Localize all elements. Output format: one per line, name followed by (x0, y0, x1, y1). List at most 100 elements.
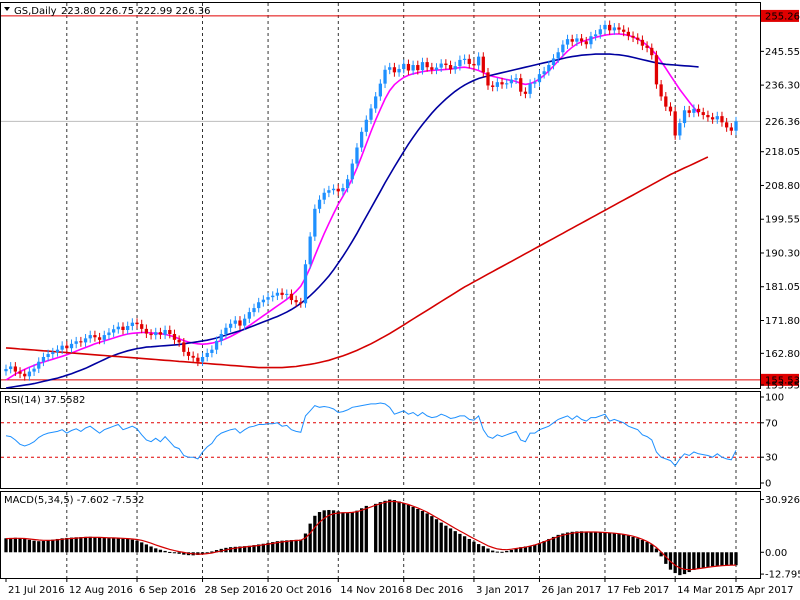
macd-bar (570, 531, 574, 553)
macd-bar (556, 534, 560, 553)
candle-body (425, 62, 429, 68)
candle-body (631, 35, 635, 38)
macd-bar (533, 544, 537, 553)
macd-bar (397, 501, 401, 553)
macd-bar (322, 510, 326, 553)
price-panel-frame (0, 2, 761, 389)
candle-body (285, 293, 289, 295)
macd-bar (547, 538, 551, 553)
macd-bar (608, 532, 612, 553)
candle-body (13, 366, 17, 372)
candle-body (97, 337, 102, 340)
candle-body (327, 190, 331, 193)
price-title-group[interactable]: GS,Daily 223.80 226.75 222.99 226.36 (4, 6, 211, 17)
macd-tick-label: 0.00 (765, 548, 787, 559)
candle-body (710, 117, 715, 120)
candle-body (369, 108, 373, 120)
candle-body (83, 338, 88, 343)
candle-body (350, 163, 354, 180)
candle-body (500, 82, 504, 85)
macd-bar (172, 552, 177, 554)
candle-body (294, 300, 298, 303)
macd-bar (55, 538, 60, 553)
date-tick-label: 12 Aug 2016 (69, 585, 133, 596)
moving-average-line-2 (5, 53, 699, 389)
macd-bar (121, 538, 125, 553)
macd-bar (495, 551, 499, 553)
rsi-layer (1, 402, 760, 467)
candle-body (678, 123, 682, 136)
macd-bar (37, 541, 41, 553)
candle-body (682, 110, 687, 124)
candle-body (533, 82, 537, 84)
macd-bar (402, 503, 406, 553)
candle-body (243, 318, 247, 326)
macd-bar (9, 537, 13, 553)
macd-tick-label: 30.926 (765, 495, 800, 506)
macd-bar (505, 550, 509, 553)
axis-layer: 255.26 245.55 236.30 226.36 218.05 208.80 199.… (5, 9, 800, 596)
macd-bar (289, 539, 294, 553)
candle-body (434, 67, 439, 70)
macd-bar (27, 539, 32, 553)
dropdown-triangle-icon[interactable] (4, 7, 10, 11)
candle-body (154, 332, 158, 336)
macd-bar (729, 552, 733, 566)
candle-body (528, 83, 532, 94)
candle-body (603, 24, 607, 30)
candle-body (523, 91, 528, 94)
macd-bar (458, 533, 462, 553)
candle-body (107, 332, 111, 336)
macd-bar (163, 550, 167, 553)
macd-bar (528, 546, 532, 553)
rsi-tick-label: 70 (765, 418, 778, 429)
macd-bar (275, 541, 280, 553)
date-tick-label: 26 Jan 2017 (541, 585, 601, 596)
price-tick-label: 236.30 (765, 81, 800, 92)
macd-bar (261, 543, 266, 553)
macd-bar (144, 544, 149, 553)
macd-bar (659, 552, 663, 557)
macd-bar (561, 533, 565, 553)
candle-body (612, 27, 616, 31)
candle-body (565, 39, 570, 45)
macd-bar (266, 542, 270, 553)
candle-body (172, 333, 177, 340)
candle-body (308, 236, 312, 265)
macd-bar (701, 552, 705, 568)
macd-bar (97, 537, 102, 553)
candle-body (9, 366, 13, 370)
date-tick-label: 6 Sep 2016 (139, 585, 196, 596)
macd-bar (41, 541, 46, 553)
macd-bar (285, 540, 289, 553)
macd-bar (13, 537, 17, 553)
macd-bar (116, 538, 120, 553)
candle-body (322, 192, 326, 200)
candle-body (280, 292, 284, 295)
macd-bar (336, 511, 340, 553)
macd-bar (308, 523, 312, 553)
candle-body (210, 349, 214, 353)
candle-body (191, 355, 195, 358)
macd-bar (303, 533, 308, 553)
date-tick-label: 14 Nov 2016 (340, 585, 404, 596)
candle-body (214, 340, 219, 350)
candle-body (79, 341, 83, 343)
macd-bar (107, 538, 111, 553)
candle-body (626, 31, 631, 36)
macd-bar (673, 552, 677, 574)
candle-body (542, 71, 546, 75)
macd-bar (462, 536, 467, 553)
candle-body (299, 302, 303, 304)
macd-bar (135, 540, 139, 553)
macd-bar (448, 528, 453, 553)
macd-bar (664, 552, 668, 564)
candle-body (32, 368, 36, 372)
macd-title: MACD(5,34,5) -7.602 -7.532 (4, 495, 144, 506)
candle-body (617, 27, 621, 30)
rsi-tick-label: 30 (765, 453, 778, 464)
macd-bar (593, 532, 598, 553)
price-tick-label: 208.80 (765, 181, 800, 192)
candle-body (364, 119, 368, 132)
